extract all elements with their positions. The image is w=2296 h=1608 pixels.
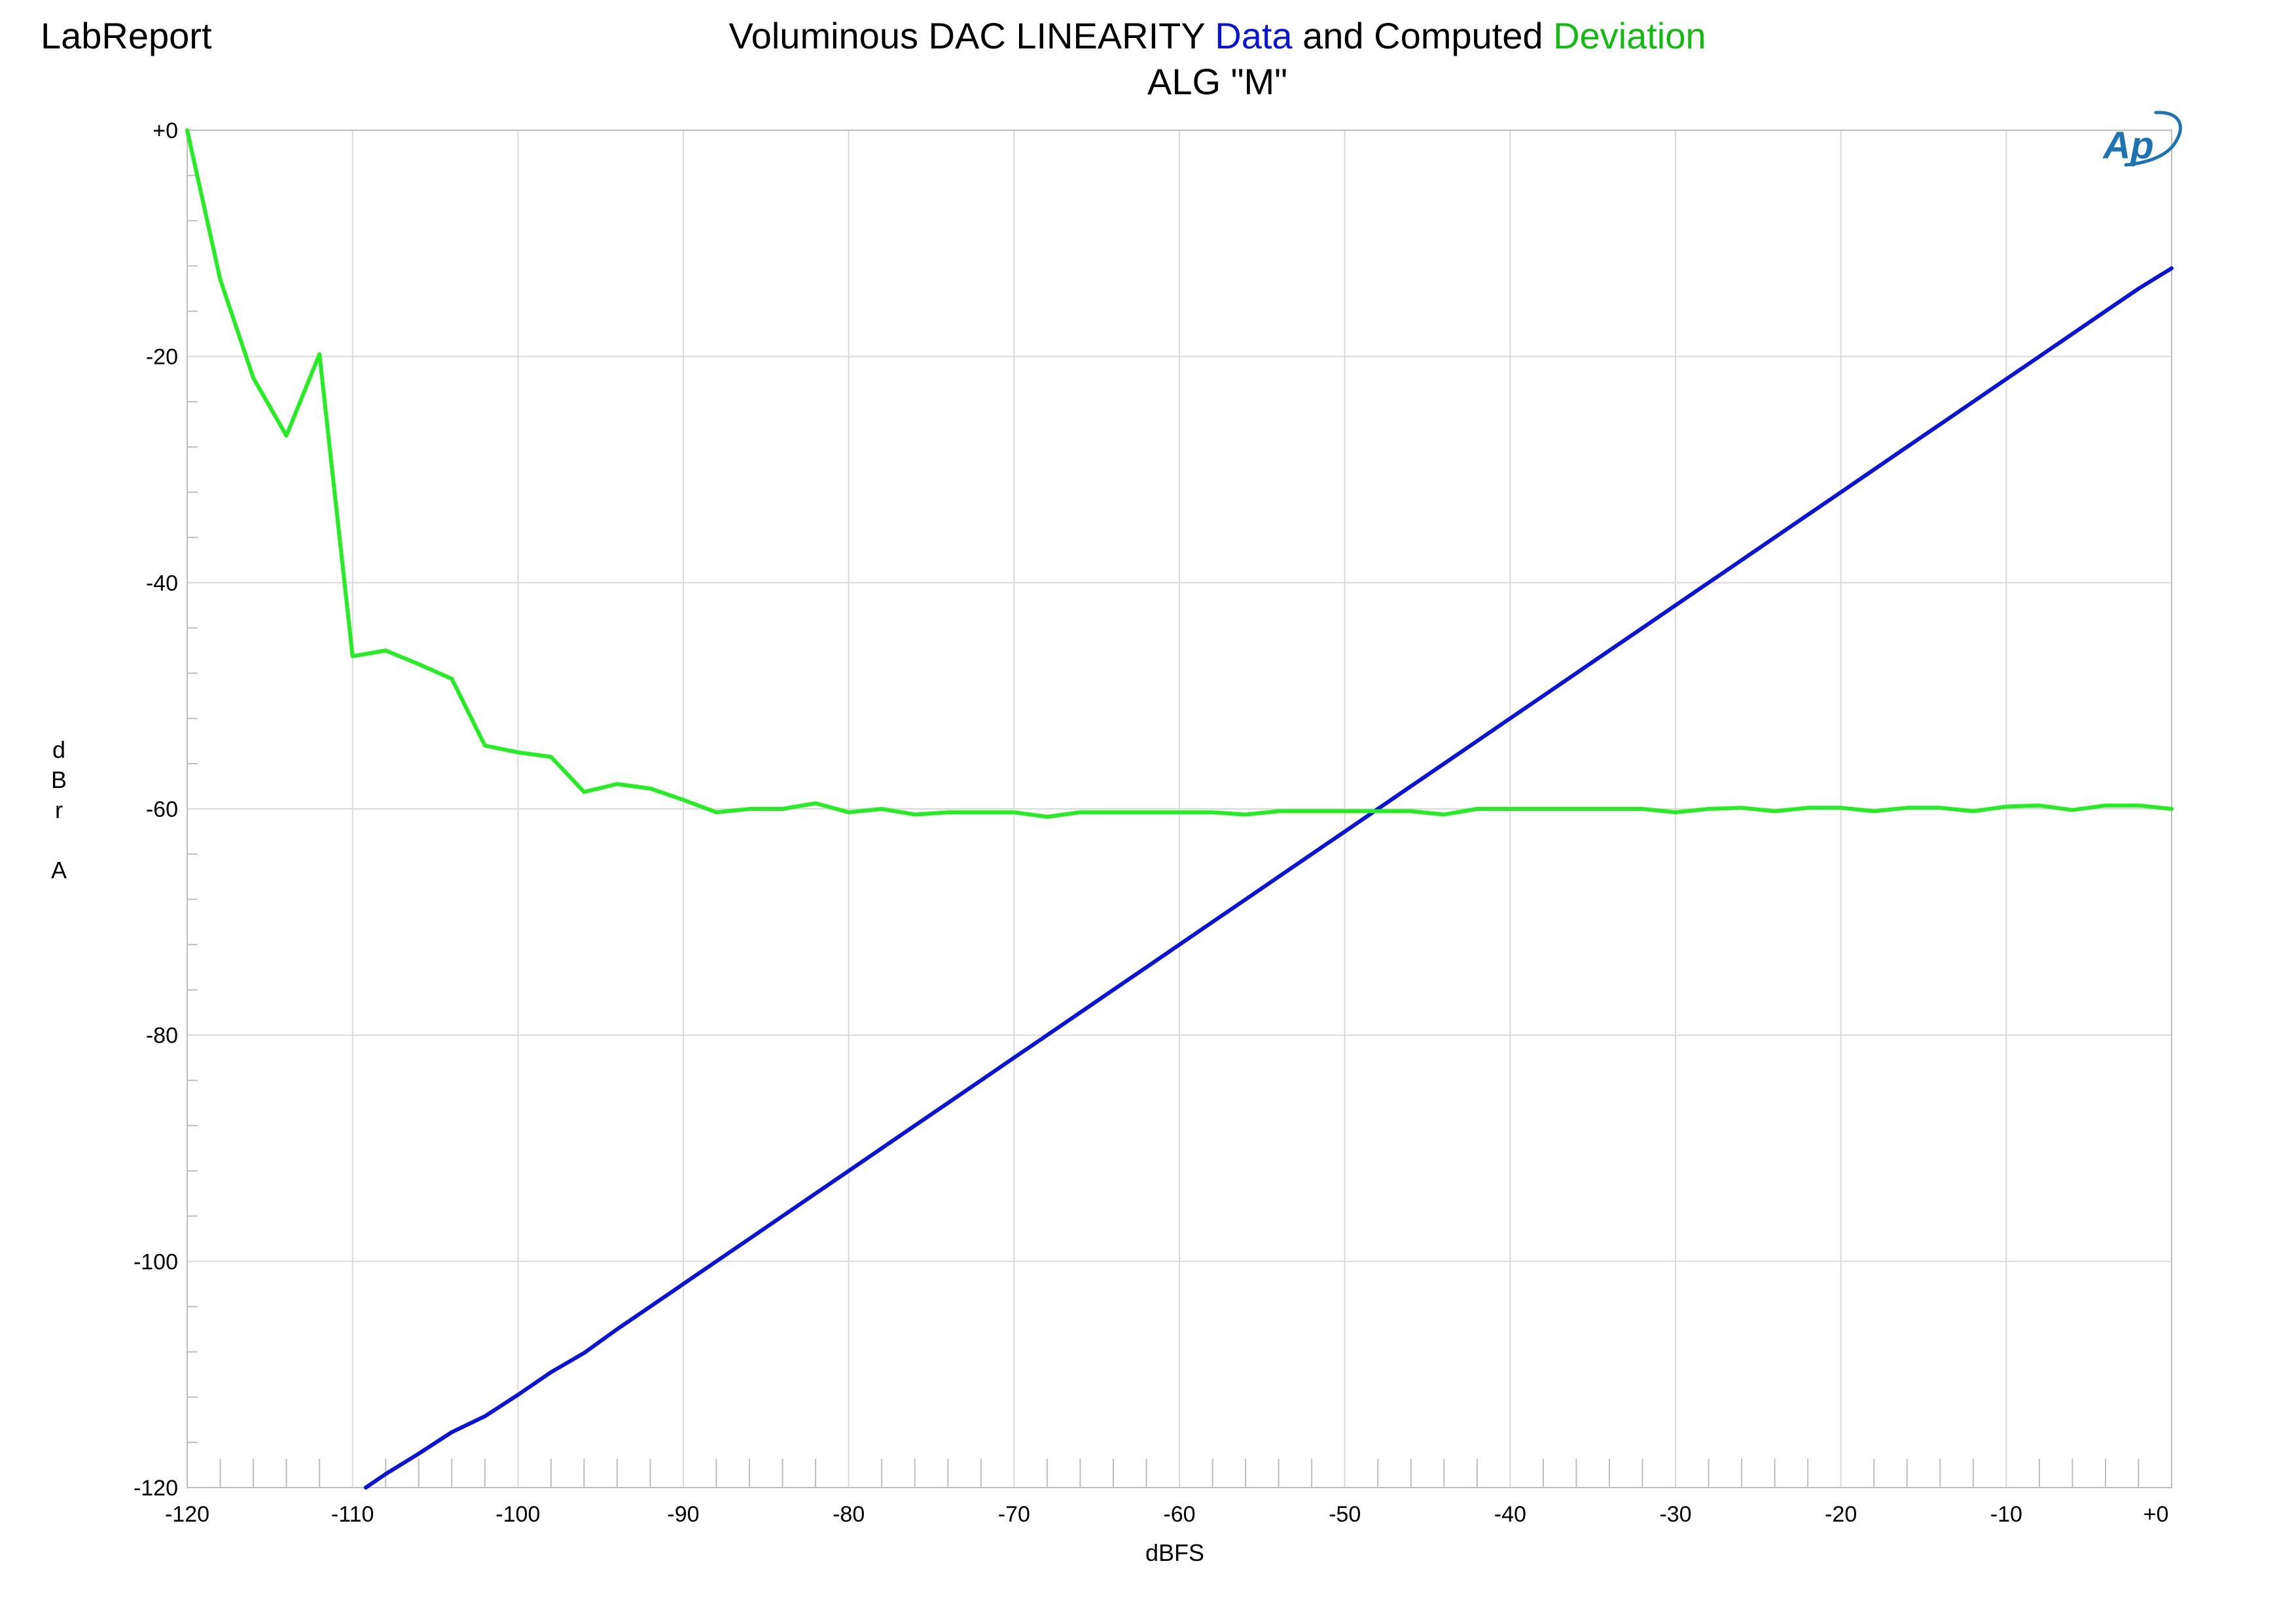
x-tick-label: -120	[165, 1502, 209, 1527]
x-tick-label: -80	[833, 1502, 865, 1527]
y-axis-label-char: d	[52, 736, 65, 763]
x-tick-label: -20	[1825, 1502, 1857, 1527]
x-tick-label: -50	[1329, 1502, 1361, 1527]
x-tick-label: -60	[1163, 1502, 1195, 1527]
brand-label: LabReport	[41, 15, 212, 56]
y-tick-label: -80	[146, 1024, 178, 1048]
title-data-word: Data	[1215, 15, 1293, 56]
x-tick-label: -100	[495, 1502, 540, 1527]
x-tick-labels: -120 -110 -100 -90 -80 -70 -60 -50 -40 -30 -20 -10 +…	[165, 1502, 2168, 1527]
y-tick-label: -100	[134, 1249, 178, 1274]
y-tick-label: -40	[146, 571, 178, 596]
x-tick-label: -30	[1659, 1502, 1691, 1527]
x-tick-label: -110	[331, 1502, 374, 1527]
y-axis-label-char: r	[55, 796, 63, 823]
series-layer	[185, 128, 2174, 1490]
y-axis-label: dBr A	[51, 736, 67, 884]
ap-logo-text: Ap	[2102, 124, 2153, 167]
x-axis-label: dBFS	[1145, 1539, 1204, 1566]
title-part-3: and Computed	[1293, 15, 1553, 56]
title-deviation-word: Deviation	[1553, 15, 1706, 56]
y-tick-labels: +0 -20 -40 -60 -80 -100 -120	[134, 118, 178, 1501]
y-tick-label: +0	[152, 118, 178, 143]
ap-logo-swoosh-icon	[2124, 111, 2182, 167]
minor-ticks	[187, 175, 2140, 1488]
y-tick-label: -20	[146, 345, 178, 370]
chart-title: Voluminous DAC LINEARITY Data and Comput…	[728, 15, 1706, 56]
x-tick-label: -90	[667, 1502, 699, 1527]
grid	[187, 130, 2172, 1488]
x-tick-label: -70	[998, 1502, 1030, 1527]
series-line-deviation	[185, 128, 2174, 819]
x-tick-label: +0	[2144, 1502, 2169, 1527]
title-part-1: Voluminous DAC LINEARITY	[728, 15, 1215, 56]
y-axis-label-char: A	[51, 857, 67, 884]
x-tick-label: -40	[1494, 1502, 1526, 1527]
ap-logo: Ap	[2102, 111, 2182, 167]
x-tick-label: -10	[1990, 1502, 2022, 1527]
y-tick-label: -120	[134, 1476, 178, 1501]
y-tick-label: -60	[146, 797, 178, 822]
series-line-data	[363, 266, 2174, 1490]
chart-subtitle: ALG "M"	[1147, 61, 1287, 102]
y-axis-label-char: B	[51, 766, 67, 793]
